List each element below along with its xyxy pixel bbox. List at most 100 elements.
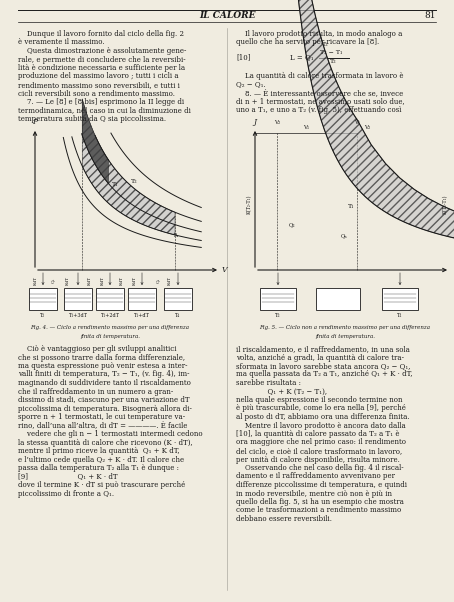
- Text: T₄: T₄: [175, 313, 181, 318]
- Text: P: P: [32, 118, 38, 126]
- Text: di n + 1 termostati, ne avessimo usati solo due,: di n + 1 termostati, ne avessimo usati s…: [236, 98, 405, 105]
- Text: V₂: V₂: [364, 125, 370, 130]
- Bar: [164, 288, 192, 310]
- Text: Fig. 5. — Ciclo non a rendimento massimo per una differenza: Fig. 5. — Ciclo non a rendimento massimo…: [260, 325, 430, 330]
- Text: 8. — È interessante osservare che se, invece: 8. — È interessante osservare che se, in…: [236, 89, 403, 97]
- Text: T₁: T₁: [112, 181, 118, 187]
- Text: piccolissima di temperatura. Bisognerà allora di-: piccolissima di temperatura. Bisognerà a…: [18, 405, 192, 412]
- Text: cicli reversibili sono a rendimento massimo.: cicli reversibili sono a rendimento mass…: [18, 90, 175, 98]
- Text: KdT: KdT: [133, 276, 137, 285]
- Text: KdT: KdT: [101, 276, 105, 285]
- Text: T₂: T₂: [40, 313, 45, 318]
- Text: Dunque il lavoro fornito dal ciclo della fig. 2: Dunque il lavoro fornito dal ciclo della…: [18, 30, 184, 38]
- Text: passa dalla temperatura T₂ alla T₁ è dunque :: passa dalla temperatura T₂ alla T₁ è dun…: [18, 464, 179, 472]
- Text: K(T₂-T₁): K(T₂-T₁): [247, 194, 252, 214]
- Text: ora maggiore che nel primo caso: il rendimento: ora maggiore che nel primo caso: il rend…: [236, 438, 406, 447]
- Text: come le trasformazioni a rendimento massimo: come le trasformazioni a rendimento mass…: [236, 506, 401, 515]
- Text: mentre il primo riceve la quantità  Q₁ + K dT,: mentre il primo riceve la quantità Q₁ + …: [18, 447, 180, 455]
- Text: nella quale espressione il secondo termine non: nella quale espressione il secondo termi…: [236, 396, 403, 404]
- Text: T₁: T₁: [347, 204, 354, 209]
- Text: Q₂: Q₂: [51, 278, 55, 283]
- Text: V: V: [222, 266, 227, 274]
- Text: Qₙ: Qₙ: [340, 234, 347, 238]
- Text: Questa dimostrazione è assolutamente gene-: Questa dimostrazione è assolutamente gen…: [18, 47, 187, 55]
- Text: T₂: T₂: [321, 42, 328, 46]
- Text: rale, e permette di concludere che la reversibi-: rale, e permette di concludere che la re…: [18, 55, 186, 63]
- Text: ma questa espressione può venir estesa a inter-: ma questa espressione può venir estesa a…: [18, 362, 188, 370]
- Text: è più trascurabile, come lo era nella [9], perché: è più trascurabile, come lo era nella [9…: [236, 405, 406, 412]
- Text: KdT: KdT: [88, 276, 92, 285]
- Text: KdT: KdT: [120, 276, 124, 285]
- Bar: [260, 288, 296, 310]
- Text: del ciclo, e cioè il calore trasformato in lavoro,: del ciclo, e cioè il calore trasformato …: [236, 447, 402, 455]
- Text: L = Q₁: L = Q₁: [290, 53, 314, 61]
- Text: T₂: T₂: [330, 59, 336, 64]
- Text: V₁: V₁: [354, 120, 360, 125]
- Text: KdT: KdT: [34, 276, 38, 285]
- Text: dissimo di stadi, ciascuno per una variazione dT: dissimo di stadi, ciascuno per una varia…: [18, 396, 190, 404]
- Text: T₁+3dT: T₁+3dT: [69, 313, 88, 318]
- Text: T₁+dT: T₁+dT: [134, 313, 150, 318]
- Text: produzione del massimo lavoro ; tutti i cicli a: produzione del massimo lavoro ; tutti i …: [18, 72, 178, 81]
- Text: lità è condizione necessaria e sufficiente per la: lità è condizione necessaria e sufficien…: [18, 64, 185, 72]
- Text: differenze piccolissime di temperatura, e quindi: differenze piccolissime di temperatura, …: [236, 481, 407, 489]
- Text: T₁+2dT: T₁+2dT: [100, 313, 119, 318]
- Text: KdT: KdT: [66, 276, 70, 285]
- Text: [10]: [10]: [236, 53, 251, 61]
- Text: rendimento massimo sono reversibili, e tutti i: rendimento massimo sono reversibili, e t…: [18, 81, 180, 89]
- Bar: [64, 288, 92, 310]
- Text: volta, anziché a gradi, la quantità di calore tra-: volta, anziché a gradi, la quantità di c…: [236, 353, 404, 362]
- Text: Ciò è vantaggioso per gli sviluppi analitici: Ciò è vantaggioso per gli sviluppi anali…: [18, 345, 177, 353]
- Text: Osservando che nel caso della fig. 4 il riscal-: Osservando che nel caso della fig. 4 il …: [236, 464, 404, 472]
- Text: 7. — Le [8] e [8 bis] esprimono la II legge di: 7. — Le [8] e [8 bis] esprimono la II le…: [18, 98, 184, 106]
- Text: 81: 81: [424, 11, 436, 20]
- Text: KdT: KdT: [168, 276, 172, 285]
- Text: debbano essere reversibili.: debbano essere reversibili.: [236, 515, 332, 523]
- Text: K(T₂-T₁): K(T₂-T₁): [443, 194, 448, 214]
- Bar: [128, 288, 156, 310]
- Text: al posto di dT, abbiamo ora una differenza finita.: al posto di dT, abbiamo ora una differen…: [236, 413, 410, 421]
- Text: T₂ − T₁: T₂ − T₁: [320, 50, 342, 55]
- Text: rino, dall’una all’altra, di dT = ————. È facile: rino, dall’una all’altra, di dT = ————. …: [18, 421, 188, 429]
- Text: T₁: T₁: [397, 313, 403, 318]
- Bar: [96, 288, 124, 310]
- Text: Q₂: Q₂: [289, 222, 295, 227]
- Text: sporre n + 1 termostati, le cui temperature va-: sporre n + 1 termostati, le cui temperat…: [18, 413, 185, 421]
- Polygon shape: [82, 99, 109, 184]
- Text: Q₁+
K(T₂-T₁): Q₁+ K(T₂-T₁): [329, 295, 347, 303]
- Text: damento e il raffreddamento avvenivano per: damento e il raffreddamento avvenivano p…: [236, 473, 395, 480]
- Text: valli finiti di temperatura, T₂ − T₁, (v. fig. 4), im-: valli finiti di temperatura, T₂ − T₁, (v…: [18, 370, 189, 379]
- Text: [9]                      Q₁ + K · dT: [9] Q₁ + K · dT: [18, 473, 118, 480]
- Text: ma quella passata da T₂ a T₁, anziché Q₁ + K · dT,: ma quella passata da T₂ a T₁, anziché Q₁…: [236, 370, 413, 379]
- Text: è veramente il massimo.: è veramente il massimo.: [18, 39, 104, 46]
- Text: T₂: T₂: [131, 179, 138, 184]
- Text: maginando di suddividere tanto il riscaldamento: maginando di suddividere tanto il riscal…: [18, 379, 191, 387]
- Polygon shape: [277, 0, 454, 264]
- Bar: [316, 288, 360, 310]
- Polygon shape: [82, 99, 175, 235]
- Text: dove il termine K · dT si può trascurare perché: dove il termine K · dT si può trascurare…: [18, 481, 185, 489]
- Text: A: A: [173, 234, 177, 238]
- Text: e l’ultimo cede quella Q₂ + K · dT. Il calore che: e l’ultimo cede quella Q₂ + K · dT. Il c…: [18, 456, 184, 464]
- Text: T₂: T₂: [275, 313, 281, 318]
- Text: uno a T₁, e uno a T₂ (v. fig. 5), effettuando così: uno a T₁, e uno a T₂ (v. fig. 5), effett…: [236, 106, 401, 114]
- Text: piccolissimo di fronte a Q₁.: piccolissimo di fronte a Q₁.: [18, 489, 114, 497]
- Text: finita di temperatura.: finita di temperatura.: [80, 334, 140, 339]
- Text: IL CALORE: IL CALORE: [199, 11, 255, 20]
- Text: termodinamica, nel caso in cui la diminuzione di: termodinamica, nel caso in cui la diminu…: [18, 107, 191, 114]
- Text: vedere che gli n − 1 termostati intermedi cedono: vedere che gli n − 1 termostati intermed…: [18, 430, 202, 438]
- Text: che si possono trarre dalla forma differenziale,: che si possono trarre dalla forma differ…: [18, 353, 185, 361]
- Text: Q₂ − Q₁.: Q₂ − Q₁.: [236, 81, 266, 88]
- Text: La quantità di calore trasformata in lavoro è: La quantità di calore trasformata in lav…: [236, 72, 404, 80]
- Bar: [382, 288, 418, 310]
- Text: il riscaldamento, e il raffreddamento, in una sola: il riscaldamento, e il raffreddamento, i…: [236, 345, 410, 353]
- Text: V₂: V₂: [274, 120, 280, 125]
- Text: finita di temperatura.: finita di temperatura.: [315, 334, 375, 339]
- Text: [10], la quantità di calore passato da T₂ a T₁ è: [10], la quantità di calore passato da T…: [236, 430, 400, 438]
- Text: Fig. 4. — Ciclo a rendimento massimo per una differenza: Fig. 4. — Ciclo a rendimento massimo per…: [30, 325, 189, 330]
- Text: J: J: [253, 118, 257, 126]
- Text: sformata in lavoro sarebbe stata ancora Q₂ − Q₁,: sformata in lavoro sarebbe stata ancora …: [236, 362, 410, 370]
- Text: la stessa quantità di calore che ricevono (K · dT),: la stessa quantità di calore che ricevon…: [18, 438, 193, 447]
- Bar: [29, 288, 57, 310]
- Text: che il raffreddamento in un numero a gran-: che il raffreddamento in un numero a gra…: [18, 388, 173, 396]
